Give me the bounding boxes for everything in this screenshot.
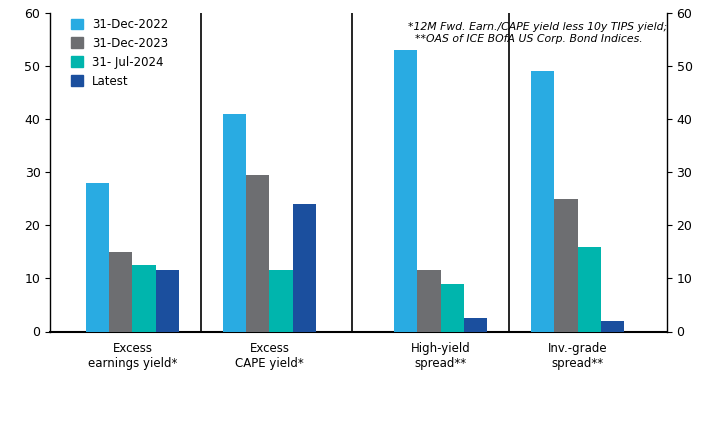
Text: *12M Fwd. Earn./CAPE yield less 10y TIPS yield;
  **OAS of ICE BOfA US Corp. Bon: *12M Fwd. Earn./CAPE yield less 10y TIPS… [408,23,667,44]
Bar [156,270,179,332]
Bar [601,321,625,332]
Bar [293,204,316,332]
Bar [417,270,441,332]
Bar [531,71,554,332]
Legend: 31-Dec-2022, 31-Dec-2023, 31- Jul-2024, Latest: 31-Dec-2022, 31-Dec-2023, 31- Jul-2024, … [68,15,171,90]
Bar [270,270,293,332]
Bar [554,199,578,332]
Bar [394,50,417,332]
Bar [86,183,109,332]
Bar [464,318,488,332]
Bar [109,252,133,332]
Bar [223,114,246,332]
Bar [133,265,156,332]
Bar [246,175,270,332]
Bar [578,246,601,332]
Bar [441,284,464,332]
